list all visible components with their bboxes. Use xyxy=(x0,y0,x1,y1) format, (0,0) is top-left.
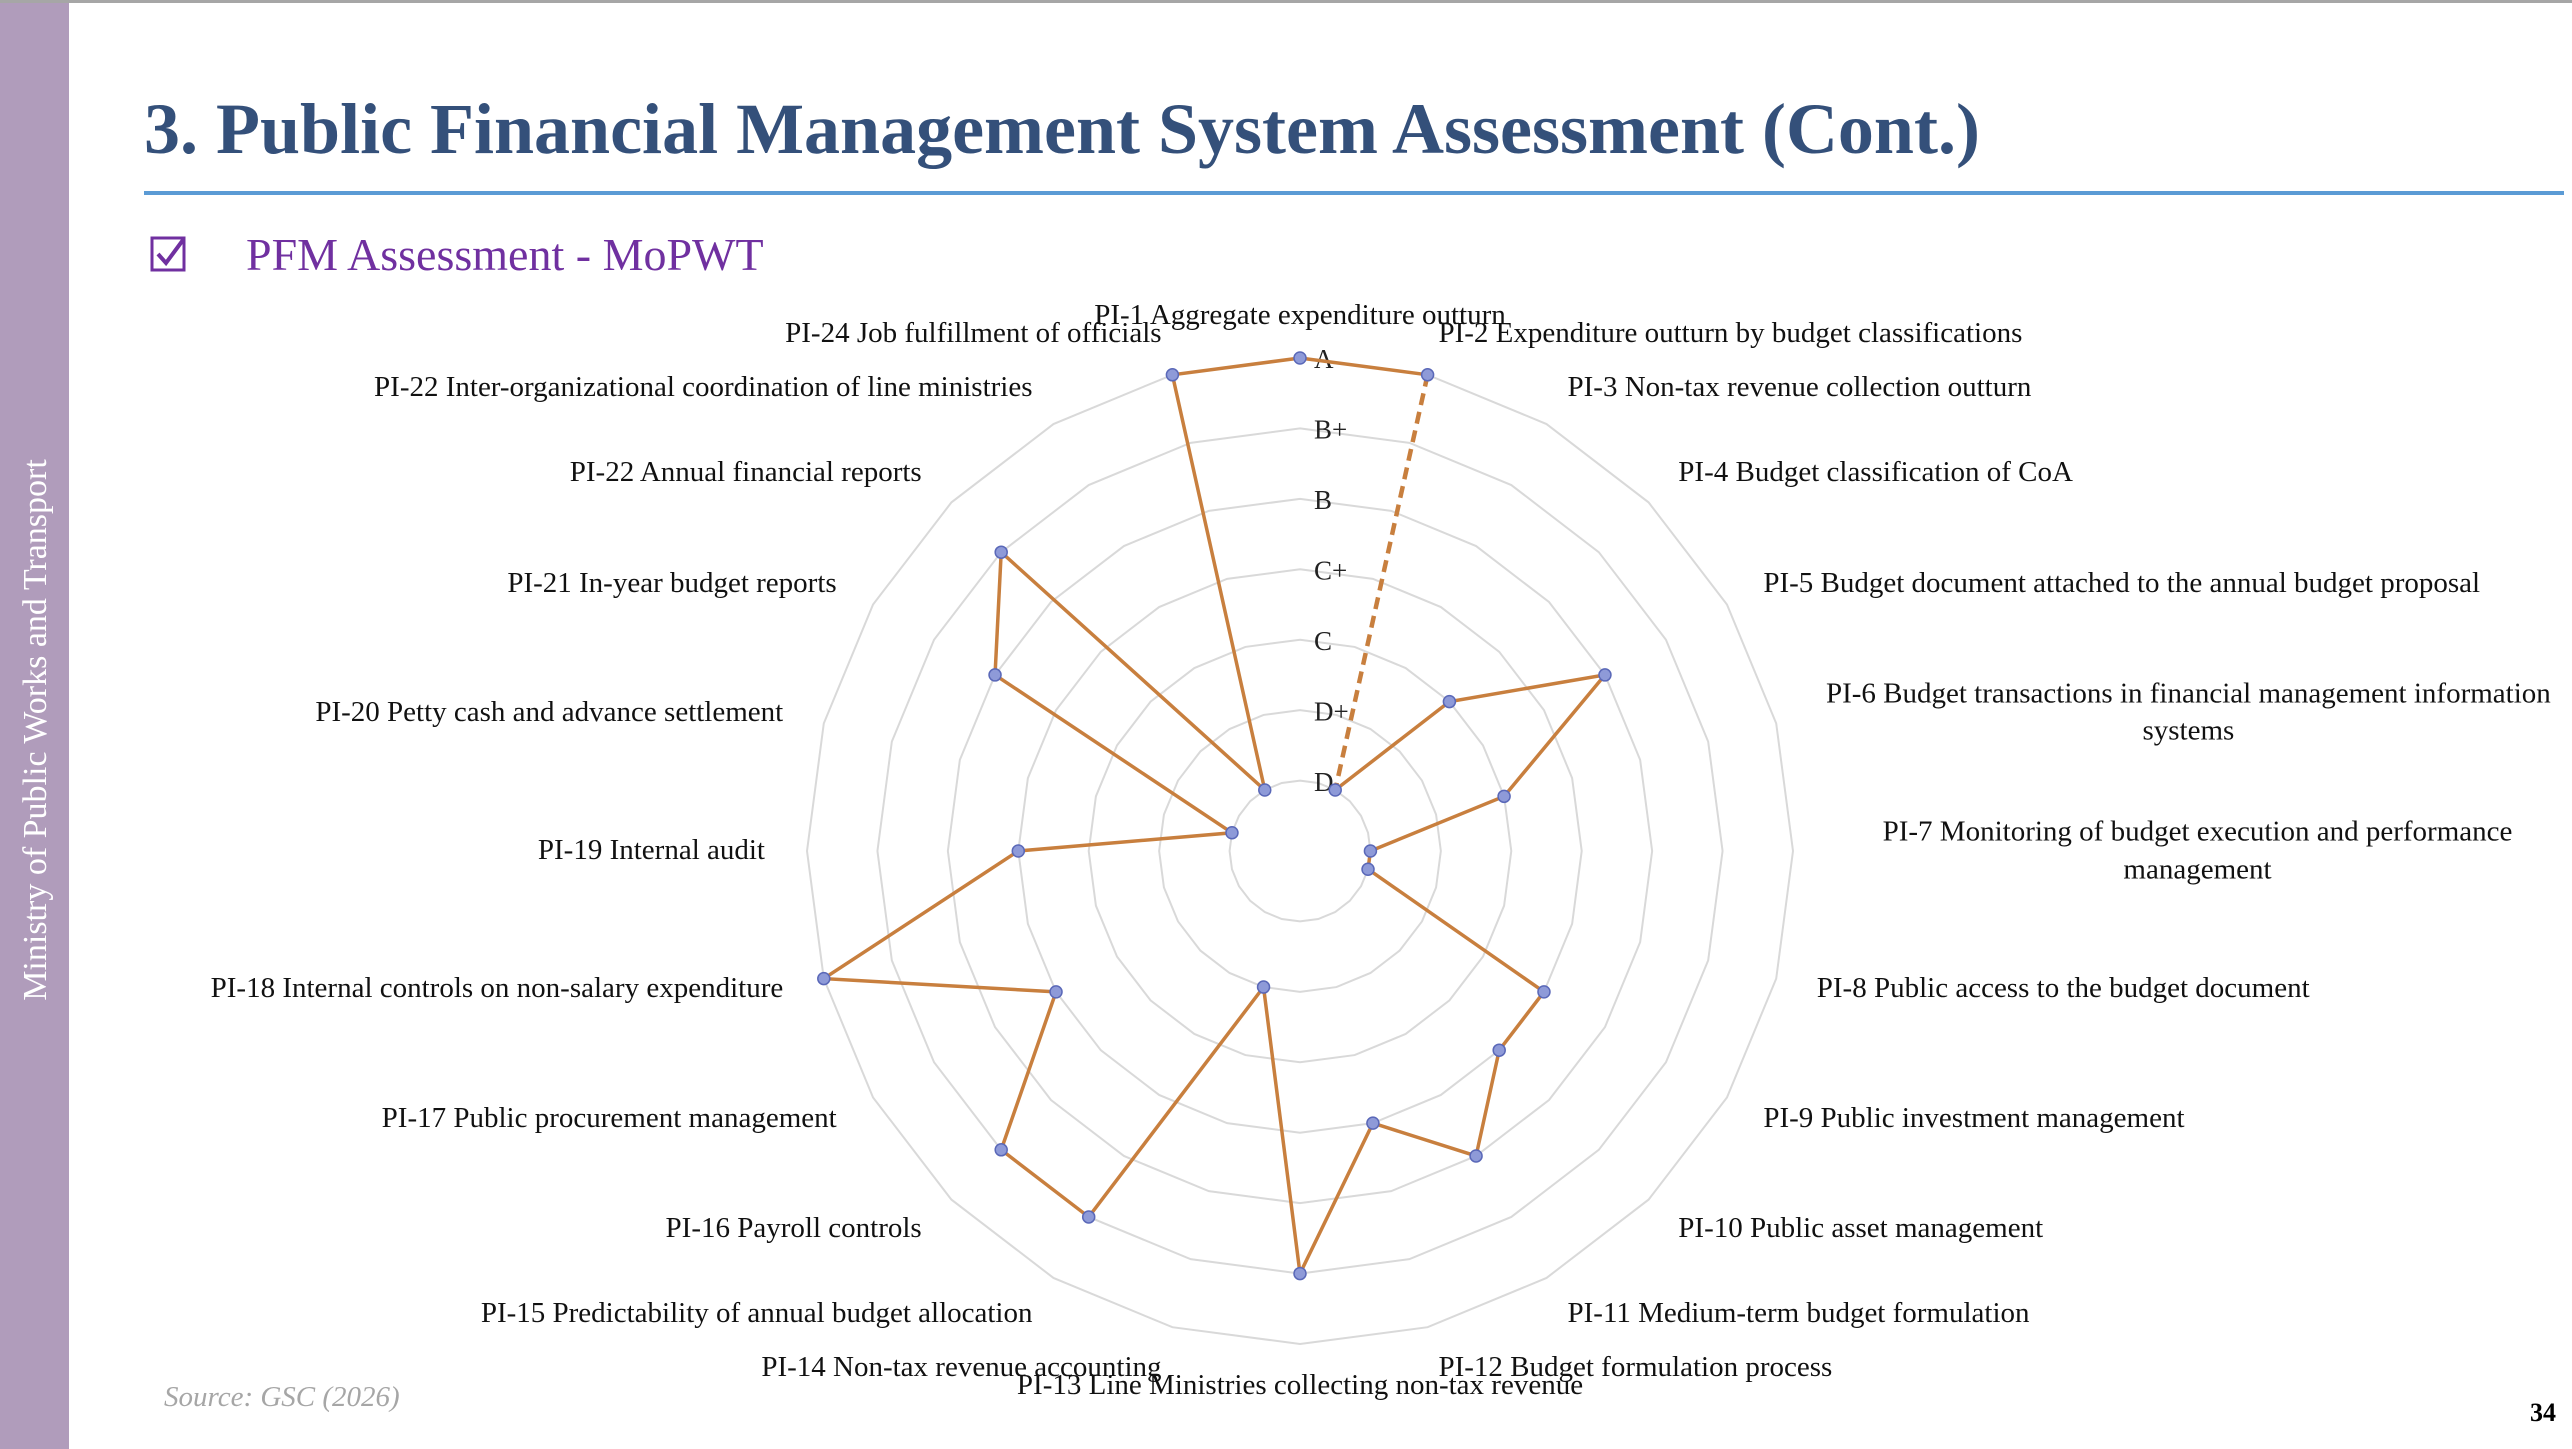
category-label: PI-19 Internal audit xyxy=(537,834,765,867)
marker xyxy=(1537,985,1551,999)
marker xyxy=(1366,1116,1380,1130)
marker xyxy=(1258,783,1272,797)
marker xyxy=(1492,1043,1506,1057)
series-line xyxy=(818,374,1610,1280)
marker xyxy=(1420,368,1435,382)
marker xyxy=(1049,985,1063,999)
grid-ring xyxy=(1228,779,1372,923)
source-note: Source: GSC (2026) xyxy=(164,1381,400,1413)
category-label: PI-22 Annual financial reports xyxy=(569,455,922,488)
marker xyxy=(994,545,1008,559)
marker xyxy=(1225,826,1239,840)
grid-ring xyxy=(805,356,1795,1346)
marker xyxy=(988,668,1002,682)
marker xyxy=(1011,844,1026,858)
category-label: PI-24 Job fulfillment of officials xyxy=(785,317,1162,350)
sidebar xyxy=(0,3,69,1449)
subtitle: PFM Assessment - MoPWT xyxy=(246,229,764,280)
category-label: PI-4 Budget classification of CoA xyxy=(1678,455,2073,488)
category-label: PI-1 Aggregate expenditure outturn xyxy=(1094,299,1506,332)
category-label: PI-6 Budget transactions in financial ma… xyxy=(1825,676,2551,747)
marker xyxy=(1165,368,1180,382)
r-tick-label: D+ xyxy=(1314,696,1349,726)
series-line xyxy=(1299,356,1428,377)
marker xyxy=(1442,694,1457,709)
title-rule xyxy=(144,191,2564,195)
checkbox-icon xyxy=(150,236,186,272)
marker xyxy=(1469,1149,1483,1163)
marker xyxy=(1361,862,1375,876)
category-label: PI-10 Public asset management xyxy=(1678,1212,2044,1245)
category-label: PI-15 Predictability of annual budget al… xyxy=(480,1297,1033,1330)
top-border xyxy=(0,0,2572,3)
category-label: PI-8 Public access to the budget documen… xyxy=(1816,972,2310,1005)
marker xyxy=(817,971,831,986)
category-label: PI-16 Payroll controls xyxy=(665,1212,922,1245)
grid-ring xyxy=(1017,568,1583,1134)
series-line xyxy=(1172,356,1301,377)
marker xyxy=(1256,980,1271,994)
grid-ring xyxy=(1087,638,1513,1064)
category-label: PI-7 Monitoring of budget execution and … xyxy=(1882,815,2513,885)
category-label: PI-13 Line Ministries collecting non-tax… xyxy=(1016,1369,1584,1402)
r-tick-label: B xyxy=(1314,485,1332,515)
marker xyxy=(994,1143,1008,1157)
r-tick-label: C xyxy=(1314,626,1332,656)
category-label: PI-22 Inter-organizational coordination … xyxy=(374,370,1033,403)
category-label: PI-20 Petty cash and advance settlement xyxy=(315,695,784,728)
category-label: PI-9 Public investment management xyxy=(1763,1101,2185,1134)
marker xyxy=(1328,783,1342,797)
marker xyxy=(1598,668,1612,682)
marker xyxy=(1293,1266,1307,1281)
category-label: PI-5 Budget document attached to the ann… xyxy=(1763,566,2481,599)
category-label: PI-11 Medium-term budget formulation xyxy=(1567,1297,2030,1330)
marker xyxy=(1363,844,1378,858)
category-label: PI-3 Non-tax revenue collection outturn xyxy=(1567,370,2032,403)
marker xyxy=(1081,1210,1096,1224)
marker xyxy=(1293,351,1307,365)
r-tick-label: A xyxy=(1314,344,1334,374)
r-tick-label: B+ xyxy=(1314,415,1347,445)
category-label: PI-12 Budget formulation process xyxy=(1438,1350,1833,1383)
slide-title: 3. Public Financial Management System As… xyxy=(144,89,1980,169)
category-label: PI-17 Public procurement management xyxy=(381,1101,837,1134)
grid-ring xyxy=(946,497,1654,1205)
grid-ring xyxy=(1158,709,1442,993)
dashed-segment xyxy=(1333,374,1430,791)
category-label: PI-18 Internal controls on non-salary ex… xyxy=(210,972,784,1005)
category-label: PI-14 Non-tax revenue accounting xyxy=(761,1350,1162,1383)
category-label: PI-21 In-year budget reports xyxy=(507,566,837,599)
category-label: PI-2 Expenditure outturn by budget class… xyxy=(1438,317,2023,350)
marker xyxy=(1497,789,1511,804)
page-number: 34 xyxy=(2530,1398,2556,1427)
r-tick-label: C+ xyxy=(1314,555,1347,585)
